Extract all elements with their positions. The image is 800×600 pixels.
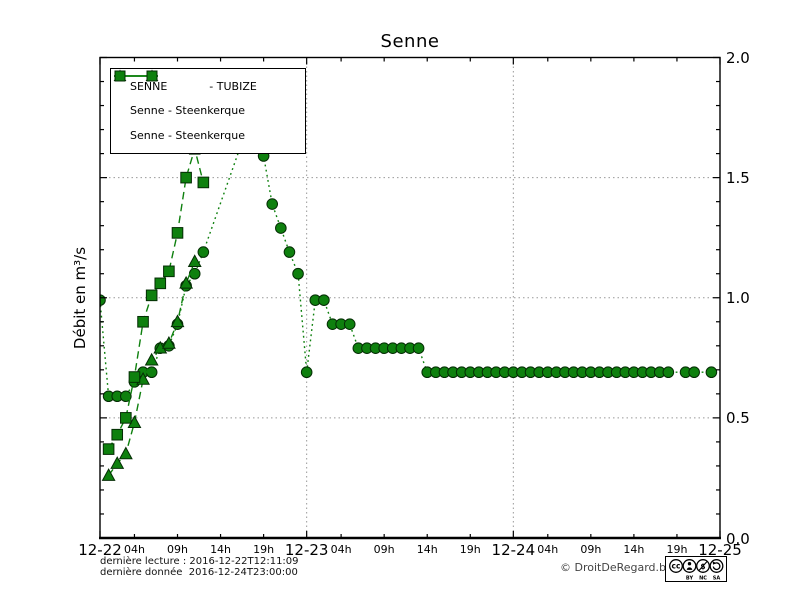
x-tick-hour-09h: 09h <box>373 543 395 556</box>
chart-title: Senne <box>380 31 440 52</box>
legend-entry-steenkerque-1: Senne - Steenkerque <box>113 69 301 118</box>
x-tick-day-12-23: 12-23 <box>284 541 329 559</box>
svg-text:SA: SA <box>713 575 721 581</box>
x-tick-hour-19h: 19h <box>253 543 275 556</box>
x-tick-hour-14h: 14h <box>416 543 438 556</box>
legend-box: SENNE - TUBIZE Senne - Steenkerque Senne… <box>110 68 306 154</box>
legend-label-steenkerque-2: Senne - Steenkerque <box>130 129 246 143</box>
y-tick-0.5: 0.5 <box>726 409 750 428</box>
x-tick-hour-09h: 09h <box>167 543 188 556</box>
x-tick-hour-14h: 14h <box>210 543 232 556</box>
y-tick-1.5: 1.5 <box>726 169 750 188</box>
x-tick-hour-04h: 04h <box>330 543 352 556</box>
x-tick-hour-19h: 19h <box>666 543 688 556</box>
x-tick-hour-19h: 19h <box>459 543 481 556</box>
y-axis-label: Débit en m³/s <box>71 246 89 350</box>
y-tick-1.0: 1.0 <box>726 289 750 308</box>
svg-text:cc: cc <box>672 561 681 570</box>
x-tick-day-12-24: 12-24 <box>491 541 536 559</box>
series-0-circle <box>100 123 718 403</box>
series-1-triangle <box>101 254 202 481</box>
legend-label-tubize: SENNE - TUBIZE <box>130 79 257 93</box>
y-tick-2.0: 2.0 <box>726 49 750 67</box>
x-tick-day-12-25: 12-25 <box>698 541 742 559</box>
x-tick-hour-04h: 04h <box>537 543 559 556</box>
copyright-text: © DroitDeRegard.be <box>560 561 673 574</box>
series-2-square <box>102 142 210 455</box>
data-series <box>100 123 718 481</box>
legend-label-steenkerque-1: Senne - Steenkerque <box>130 104 246 118</box>
svg-text:BY: BY <box>686 575 694 581</box>
legend-marker-square-line <box>114 70 158 82</box>
last-reading-note: dernière lecture : 2016-12-22T12:11:09 <box>100 556 299 567</box>
last-data-note: dernière donnée 2016-12-24T23:00:00 <box>100 567 298 578</box>
x-tick-hour-09h: 09h <box>580 543 602 556</box>
y-tick-0.0: 0.0 <box>726 529 750 548</box>
legend-entry-steenkerque-2: Senne - Steenkerque <box>114 70 301 143</box>
x-tick-day-12-22: 12-22 <box>78 541 122 559</box>
x-tick-hour-04h: 04h <box>123 543 145 556</box>
x-tick-hour-14h: 14h <box>623 543 645 556</box>
svg-text:NC: NC <box>699 575 707 581</box>
